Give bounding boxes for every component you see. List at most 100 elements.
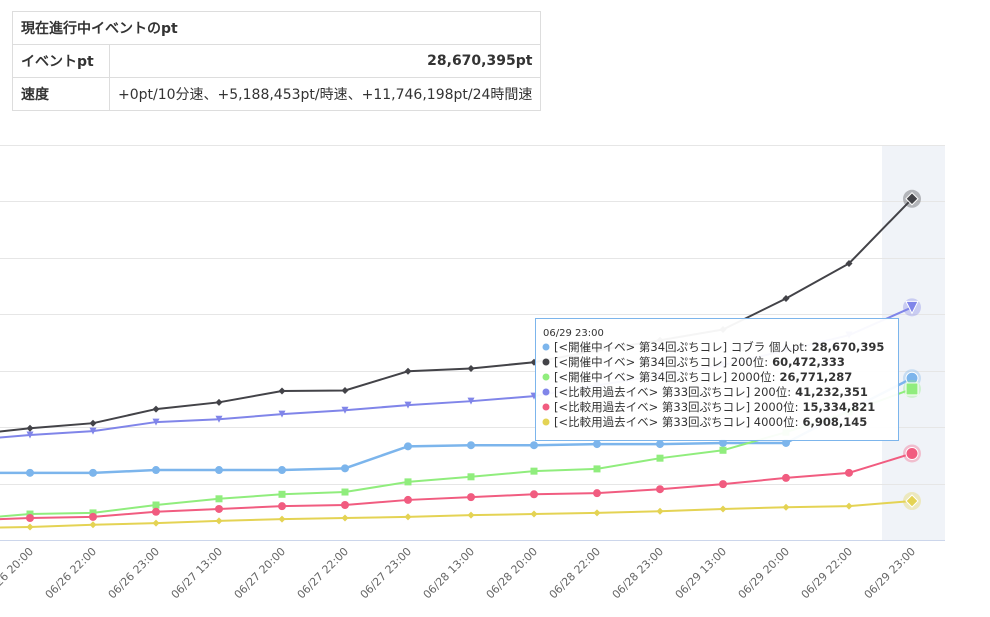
marker bbox=[467, 441, 475, 450]
tooltip-title: 06/29 23:00 bbox=[543, 328, 604, 339]
marker bbox=[656, 507, 664, 515]
marker bbox=[656, 485, 664, 494]
marker bbox=[719, 480, 727, 489]
summary-table: 現在進行中イベントのpt イベントpt 28,670,395pt 速度 +0pt/1… bbox=[11, 11, 542, 111]
marker bbox=[341, 501, 349, 510]
marker bbox=[593, 489, 601, 498]
marker bbox=[215, 466, 223, 475]
marker bbox=[215, 415, 223, 423]
tooltip-text: : bbox=[795, 400, 799, 414]
tooltip-row: [<開催中イベ> 第34回ぷちコレ] 2000位: 26,771,287 bbox=[554, 370, 852, 384]
marker bbox=[467, 397, 475, 405]
marker bbox=[593, 440, 601, 449]
marker bbox=[530, 441, 538, 450]
tooltip-dot bbox=[542, 418, 550, 426]
marker bbox=[152, 418, 160, 426]
tooltip-text: : bbox=[772, 370, 776, 384]
marker bbox=[341, 406, 349, 414]
series-line bbox=[0, 500, 913, 529]
marker bbox=[467, 511, 475, 519]
marker bbox=[89, 521, 97, 529]
table-title: 現在進行中イベントのpt bbox=[11, 11, 542, 45]
x-tick-label: 06/27 23:00 bbox=[358, 545, 415, 602]
marker bbox=[341, 464, 349, 473]
x-tick-label: 06/29 13:00 bbox=[673, 545, 730, 602]
marker bbox=[152, 466, 160, 475]
tooltip-row: [<開催中イベ> 第34回ぷちコレ] 200位: 60,472,333 bbox=[554, 355, 845, 369]
x-tick-label: 06/28 23:00 bbox=[610, 545, 667, 602]
marker bbox=[26, 523, 34, 531]
x-tick-label: 06/27 20:00 bbox=[232, 545, 289, 602]
tooltip-text: [<比較用過去イベ> 第33回ぷちコレ] 4000位 bbox=[554, 415, 795, 429]
tooltip-row: [<比較用過去イベ> 第33回ぷちコレ] 200位: 41,232,351 bbox=[554, 385, 868, 399]
marker bbox=[467, 364, 475, 372]
marker bbox=[656, 440, 664, 449]
x-tick-label: 06/26 22:00 bbox=[43, 545, 100, 602]
marker bbox=[467, 473, 475, 481]
tooltip-box bbox=[535, 318, 899, 441]
marker bbox=[152, 507, 160, 516]
tooltip-text: : bbox=[804, 340, 808, 354]
marker bbox=[215, 504, 223, 513]
x-tick-label: 06/28 13:00 bbox=[421, 545, 478, 602]
marker bbox=[278, 466, 286, 475]
tooltip: 06/29 23:00[<開催中イベ> 第34回ぷちコレ] コブラ 個人pt: 2… bbox=[535, 318, 899, 441]
marker bbox=[404, 478, 412, 486]
marker bbox=[26, 424, 34, 432]
series-line bbox=[0, 387, 913, 518]
marker bbox=[782, 473, 790, 482]
x-tick-label: 06/26 20:00 bbox=[0, 545, 36, 602]
marker bbox=[905, 382, 919, 396]
marker bbox=[152, 501, 160, 509]
x-tick-label: 06/26 23:00 bbox=[106, 545, 163, 602]
marker bbox=[905, 494, 919, 508]
x-tick-label: 06/29 22:00 bbox=[799, 545, 856, 602]
tooltip-dot bbox=[542, 358, 550, 366]
marker bbox=[341, 514, 349, 522]
tooltip-text: 41,232,351 bbox=[795, 385, 868, 399]
marker bbox=[89, 427, 97, 435]
marker bbox=[215, 495, 223, 503]
marker bbox=[89, 512, 97, 521]
tooltip-text: : bbox=[787, 385, 791, 399]
series-line bbox=[0, 377, 913, 475]
marker bbox=[845, 468, 853, 477]
row-label: イベントpt bbox=[12, 44, 110, 78]
marker bbox=[278, 410, 286, 418]
marker bbox=[404, 401, 412, 409]
marker bbox=[404, 442, 412, 451]
marker bbox=[404, 495, 412, 504]
marker bbox=[26, 513, 34, 522]
marker bbox=[905, 300, 919, 315]
marker bbox=[905, 192, 919, 206]
series-line bbox=[0, 198, 913, 433]
x-tick-label: 06/27 22:00 bbox=[295, 545, 352, 602]
tooltip-dot bbox=[542, 373, 550, 381]
marker bbox=[719, 446, 727, 454]
marker bbox=[341, 488, 349, 496]
tooltip-dot bbox=[542, 343, 550, 351]
marker bbox=[905, 446, 919, 460]
tooltip-text: : bbox=[764, 355, 768, 369]
marker bbox=[278, 502, 286, 511]
row-label: 速度 bbox=[12, 77, 110, 111]
tooltip-row: [<比較用過去イベ> 第33回ぷちコレ] 2000位: 15,334,821 bbox=[554, 400, 875, 414]
marker bbox=[782, 503, 790, 511]
tooltip-text: 60,472,333 bbox=[772, 355, 845, 369]
tooltip-text: : bbox=[795, 415, 799, 429]
marker bbox=[89, 468, 97, 477]
marker bbox=[152, 405, 160, 413]
marker bbox=[152, 519, 160, 527]
tooltip-text: 28,670,395 bbox=[812, 340, 885, 354]
tooltip-text: 26,771,287 bbox=[779, 370, 852, 384]
tooltip-text: 6,908,145 bbox=[802, 415, 867, 429]
marker bbox=[656, 454, 664, 462]
x-tick-label: 06/28 22:00 bbox=[547, 545, 604, 602]
marker bbox=[530, 467, 538, 475]
series-line bbox=[0, 452, 913, 521]
row-value: +0pt/10分速、+5,188,453pt/時速、+11,746,198pt/… bbox=[108, 77, 542, 111]
marker bbox=[278, 515, 286, 523]
marker bbox=[530, 490, 538, 499]
